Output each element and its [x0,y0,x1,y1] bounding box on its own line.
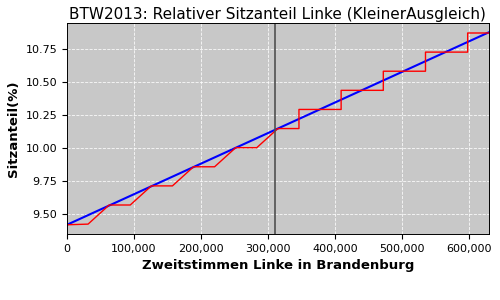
Sitzanteil real [106,203,112,207]
Sitzanteil real [359,88,365,92]
Sitzanteil real [254,146,260,149]
Sitzanteil real [317,108,323,111]
Sitzanteil real [212,165,218,169]
Sitzanteil real [444,50,450,54]
X-axis label: Zweitstimmen Linke in Brandenburg: Zweitstimmen Linke in Brandenburg [142,259,414,272]
Sitzanteil real [317,108,323,111]
Sitzanteil real [212,165,218,169]
Sitzanteil real [275,127,281,130]
Sitzanteil ideal [264,132,270,135]
Sitzanteil real [402,69,407,73]
Sitzanteil real [106,203,112,207]
Sitzanteil real [422,69,428,73]
Sitzanteil real [148,184,154,188]
Sitzanteil real [85,222,91,226]
Y-axis label: Sitzanteil(%): Sitzanteil(%) [7,80,20,177]
Sitzanteil ideal [292,119,298,122]
Sitzanteil real [64,223,70,226]
Sitzanteil real [380,88,386,92]
Sitzanteil real [464,31,470,35]
Sitzanteil real [232,146,238,149]
Sitzanteil real [85,222,91,226]
Sitzanteil real [296,127,302,130]
Sitzanteil ideal [410,65,416,69]
Sitzanteil ideal [315,108,321,112]
Sitzanteil ideal [476,35,482,39]
Sitzanteil ideal [486,31,492,34]
Sitzanteil real [338,88,344,92]
Sitzanteil real [359,88,365,92]
Sitzanteil real [170,184,175,188]
Sitzanteil real [444,50,450,54]
Sitzanteil real [402,69,407,73]
Sitzanteil real [338,108,344,111]
Sitzanteil real [275,127,281,130]
Sitzanteil real [464,50,470,54]
Sitzanteil real [380,69,386,73]
Sitzanteil real [127,203,133,207]
Sitzanteil real [190,165,196,169]
Sitzanteil real [148,184,154,188]
Sitzanteil real [127,203,133,207]
Sitzanteil real [190,165,196,169]
Line: Sitzanteil real: Sitzanteil real [67,33,489,225]
Line: Sitzanteil ideal: Sitzanteil ideal [67,32,489,225]
Sitzanteil real [486,31,492,35]
Title: BTW2013: Relativer Sitzanteil Linke (KleinerAusgleich): BTW2013: Relativer Sitzanteil Linke (Kle… [70,7,486,22]
Sitzanteil real [486,31,492,35]
Sitzanteil ideal [64,223,70,226]
Sitzanteil real [170,184,175,188]
Sitzanteil ideal [267,130,273,134]
Sitzanteil real [254,146,260,149]
Sitzanteil real [422,50,428,54]
Sitzanteil real [232,146,238,149]
Sitzanteil real [296,108,302,111]
